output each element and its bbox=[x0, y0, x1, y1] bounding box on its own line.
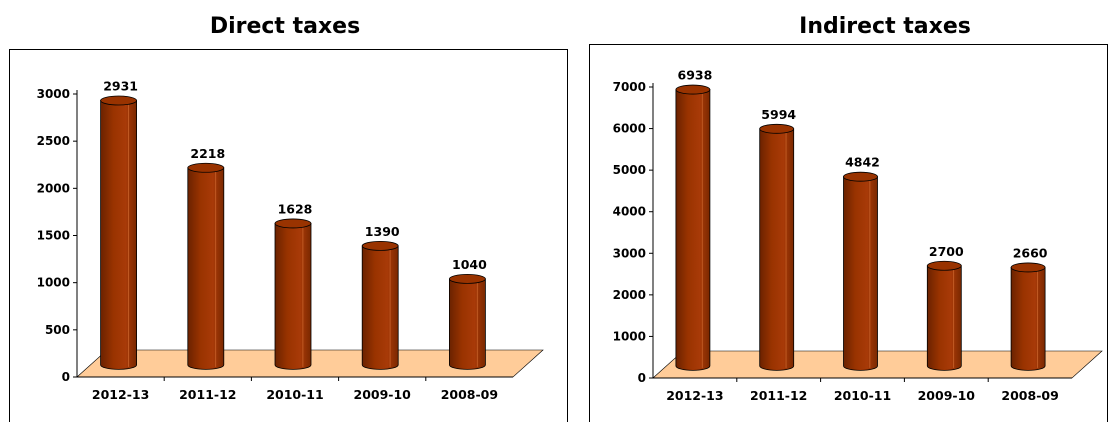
bar-2008-09 bbox=[1010, 267, 1046, 371]
y-tick-label: 6000 bbox=[613, 122, 646, 136]
bar-2012-13 bbox=[675, 89, 711, 371]
y-tick-label: 2500 bbox=[37, 134, 70, 148]
data-label-2010-11: 4842 bbox=[845, 155, 880, 170]
bar-top-2009-10 bbox=[926, 260, 962, 271]
x-tick-label-2012-13: 2012-13 bbox=[666, 388, 723, 403]
bar-2008-09 bbox=[449, 278, 486, 370]
y-tick-label: 5000 bbox=[613, 163, 646, 177]
y-tick-label: 1000 bbox=[37, 276, 70, 290]
bar-top-2009-10 bbox=[361, 240, 399, 251]
y-tick-label: 1000 bbox=[613, 329, 646, 343]
data-label-2008-09: 1040 bbox=[452, 257, 487, 272]
bar-top-2008-09 bbox=[1010, 262, 1046, 273]
y-tick-label: 3000 bbox=[37, 87, 70, 101]
data-label-2011-12: 2218 bbox=[190, 146, 225, 161]
y-tick-label: 2000 bbox=[613, 288, 646, 302]
x-tick-label-2010-11: 2010-11 bbox=[834, 388, 891, 403]
bar-top-2012-13 bbox=[100, 95, 137, 106]
data-label-2012-13: 6938 bbox=[678, 68, 713, 83]
x-tick-label-2009-10: 2009-10 bbox=[918, 388, 976, 403]
x-tick-label-2009-10: 2009-10 bbox=[354, 387, 412, 402]
bar-2011-12 bbox=[187, 167, 225, 370]
data-label-2009-10: 2700 bbox=[929, 244, 964, 259]
x-tick-label-2012-13: 2012-13 bbox=[92, 387, 149, 402]
data-label-2009-10: 1390 bbox=[365, 224, 400, 239]
bar-top-2010-11 bbox=[274, 218, 312, 229]
bar-top-2011-12 bbox=[759, 123, 795, 134]
y-tick-label: 500 bbox=[45, 323, 70, 337]
x-tick-label-2008-09: 2008-09 bbox=[1001, 388, 1058, 403]
bar-top-2012-13 bbox=[675, 84, 711, 95]
y-tick-label: 7000 bbox=[613, 80, 646, 94]
x-tick-label-2011-12: 2011-12 bbox=[750, 388, 807, 403]
y-tick-label: 0 bbox=[62, 370, 70, 384]
data-label-2012-13: 2931 bbox=[103, 79, 138, 94]
y-tick-label: 2000 bbox=[37, 181, 70, 195]
bar-top-2010-11 bbox=[843, 171, 878, 182]
y-tick-label: 1500 bbox=[37, 229, 70, 243]
bar-top-2008-09 bbox=[448, 273, 486, 284]
data-label-2008-09: 2660 bbox=[1013, 245, 1048, 260]
bar-2012-13 bbox=[100, 100, 137, 370]
data-label-2010-11: 1628 bbox=[278, 201, 313, 216]
y-tick-label: 0 bbox=[638, 371, 646, 385]
bar-2011-12 bbox=[759, 128, 795, 371]
bar-2009-10 bbox=[361, 245, 399, 370]
y-tick-label: 4000 bbox=[613, 205, 646, 219]
bar-2010-11 bbox=[843, 176, 878, 371]
bar-top-2011-12 bbox=[187, 162, 225, 173]
data-label-2011-12: 5994 bbox=[761, 107, 796, 122]
bar-2010-11 bbox=[274, 223, 312, 370]
chart-title-direct-taxes: Direct taxes bbox=[209, 14, 361, 39]
x-tick-label-2011-12: 2011-12 bbox=[179, 387, 236, 402]
bar-2009-10 bbox=[926, 265, 962, 371]
x-tick-label-2008-09: 2008-09 bbox=[441, 387, 498, 402]
x-tick-label-2010-11: 2010-11 bbox=[266, 387, 323, 402]
y-tick-label: 3000 bbox=[613, 246, 646, 260]
chart-title-indirect-taxes: Indirect taxes bbox=[799, 14, 971, 39]
